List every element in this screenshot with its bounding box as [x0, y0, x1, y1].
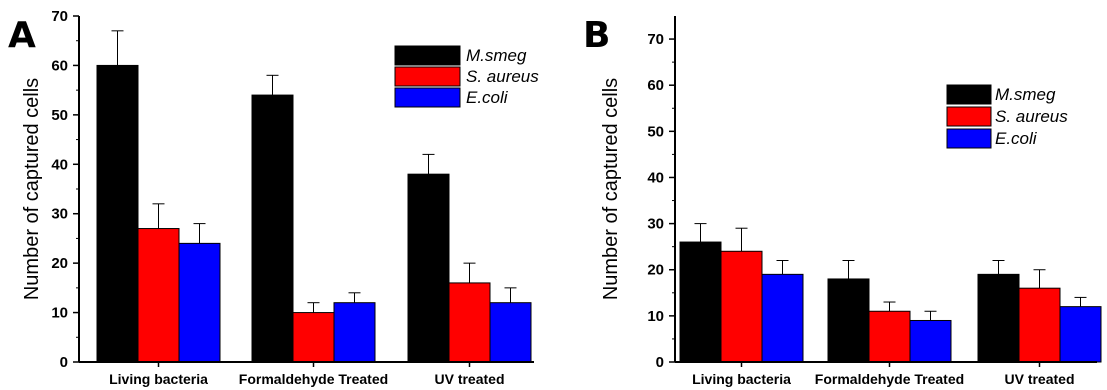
bar-m-smeg-0 — [679, 241, 722, 363]
legend-swatch — [946, 106, 992, 127]
legend-swatch — [946, 84, 992, 105]
chart-panel-a: A Number of captured cells 0 10 20 30 40 50 60 70… — [8, 8, 539, 387]
bar-m-smeg-2 — [977, 273, 1020, 363]
y-axis-title: Number of captured cells — [21, 78, 43, 300]
x-category-label: Living bacteria — [692, 371, 791, 387]
y-tick-label: 40 — [647, 169, 664, 186]
legend-swatch — [946, 128, 992, 149]
y-tick-label: 50 — [51, 107, 68, 124]
y-tick-label: 0 — [60, 354, 68, 371]
y-tick-label: 70 — [51, 8, 68, 25]
x-category-label: Living bacteria — [109, 371, 208, 387]
bar-e-coli-1 — [333, 302, 376, 363]
y-tick-label: 20 — [647, 262, 664, 279]
bar-e-coli-1 — [909, 319, 952, 363]
bar-m-smeg-1 — [251, 94, 294, 363]
bar-m-smeg-0 — [96, 64, 139, 363]
bar-s-aureus-2 — [448, 282, 491, 363]
bar-s-aureus-0 — [137, 228, 180, 363]
y-tick-label: 50 — [647, 123, 664, 140]
legend-label: E.coli — [995, 129, 1038, 148]
x-category-label: UV treated — [1004, 371, 1074, 387]
legend-label: E.coli — [466, 88, 509, 107]
y-tick-label: 10 — [647, 308, 664, 325]
bar-e-coli-0 — [761, 273, 804, 363]
panel-label: B — [583, 15, 610, 56]
bar-e-coli-2 — [489, 302, 532, 363]
y-tick-label: 60 — [51, 57, 68, 74]
chart-panel-b: B Number of captured cells 0 10 20 30 40 50 60 70… — [583, 15, 1102, 387]
y-tick-label: 60 — [647, 77, 664, 94]
bar-m-smeg-1 — [827, 278, 870, 363]
bar-s-aureus-1 — [292, 312, 335, 363]
legend: M.smeg S. aureus E.coli — [394, 45, 539, 108]
legend-label: M.smeg — [995, 85, 1056, 104]
bar-e-coli-2 — [1059, 306, 1102, 363]
y-tick-label: 30 — [647, 216, 664, 233]
legend-swatch — [394, 66, 461, 87]
y-tick-label: 40 — [51, 156, 68, 173]
bar-m-smeg-2 — [407, 173, 450, 363]
y-tick-label: 20 — [51, 255, 68, 272]
bar-s-aureus-2 — [1018, 287, 1061, 363]
bar-s-aureus-1 — [868, 310, 911, 363]
x-category-label: Formaldehyde Treated — [239, 371, 388, 387]
y-axis-title: Number of captured cells — [600, 78, 622, 300]
bar-e-coli-0 — [178, 242, 221, 363]
y-tick-label: 0 — [656, 354, 664, 371]
y-tick-label: 10 — [51, 305, 68, 322]
x-category-label: Formaldehyde Treated — [815, 371, 964, 387]
legend-label: M.smeg — [466, 46, 527, 65]
legend-swatch — [394, 45, 461, 66]
legend-label: S. aureus — [466, 67, 539, 86]
legend-label: S. aureus — [995, 107, 1068, 126]
x-category-label: UV treated — [434, 371, 504, 387]
legend: M.smeg S. aureus E.coli — [946, 84, 1068, 149]
y-tick-label: 30 — [51, 206, 68, 223]
y-tick-label: 70 — [647, 31, 664, 48]
bar-s-aureus-0 — [720, 250, 763, 363]
legend-swatch — [394, 87, 461, 108]
panel-label: A — [8, 15, 36, 56]
